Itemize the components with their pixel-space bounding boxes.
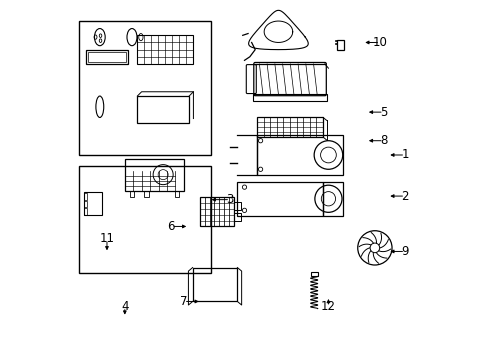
Bar — [257, 117, 323, 137]
Bar — [83, 201, 87, 207]
Bar — [200, 197, 233, 226]
Text: 9: 9 — [401, 245, 408, 258]
Text: 10: 10 — [372, 36, 387, 49]
Bar — [137, 35, 192, 64]
Bar — [80, 21, 210, 155]
Bar — [237, 182, 323, 216]
Bar — [337, 40, 343, 50]
Bar — [130, 191, 134, 197]
Bar — [253, 94, 326, 101]
Bar — [144, 191, 148, 197]
Bar — [85, 50, 128, 64]
Text: 3: 3 — [226, 193, 233, 206]
Bar — [83, 193, 87, 200]
Bar — [83, 192, 102, 215]
Bar — [310, 272, 317, 276]
Text: 1: 1 — [401, 148, 408, 162]
Text: 8: 8 — [379, 134, 386, 147]
Bar — [137, 96, 189, 123]
Text: 11: 11 — [99, 233, 114, 246]
Bar — [124, 158, 183, 191]
Bar — [233, 202, 241, 210]
Bar — [83, 208, 87, 215]
Bar — [80, 166, 210, 273]
Text: 5: 5 — [379, 105, 386, 119]
Bar — [257, 135, 342, 175]
Bar — [233, 213, 241, 221]
Text: 7: 7 — [180, 295, 187, 308]
Text: 4: 4 — [121, 300, 128, 313]
Text: 12: 12 — [320, 300, 335, 313]
Text: 6: 6 — [167, 220, 175, 233]
Bar — [192, 267, 237, 301]
Bar — [88, 53, 125, 62]
Bar — [175, 191, 179, 197]
Text: 2: 2 — [401, 190, 408, 203]
Bar — [323, 182, 342, 216]
